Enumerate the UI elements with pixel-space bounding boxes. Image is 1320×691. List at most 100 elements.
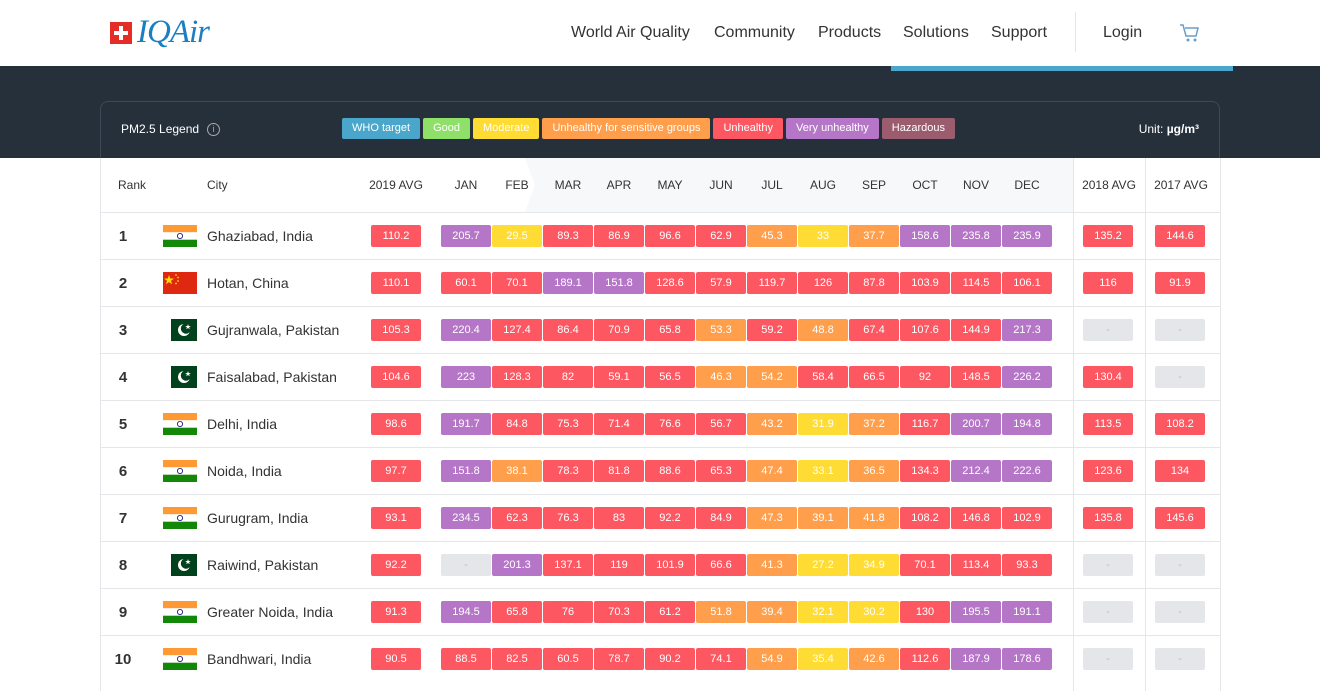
month-value-jun: 57.9 [696, 272, 746, 294]
iqair-logo[interactable]: IQAir [110, 16, 210, 49]
month-value-jun: 62.9 [696, 225, 746, 247]
city-name-link[interactable]: Faisalabad, Pakistan [207, 369, 337, 385]
month-value-jun: 46.3 [696, 366, 746, 388]
month-value-jan: 205.7 [441, 225, 491, 247]
india-flag-icon [163, 413, 197, 435]
month-value-jun: 66.6 [696, 554, 746, 576]
avg-2018-value: - [1083, 601, 1133, 623]
table-row[interactable]: 5 Delhi, India 98.6 191.7 84.8 75.3 71.4 76.6 56… [101, 400, 1220, 447]
header-2018-avg[interactable]: 2018 AVG [1082, 178, 1136, 192]
table-row[interactable]: 7 Gurugram, India 93.1 234.5 62.3 76.3 83 92.2 8… [101, 494, 1220, 541]
top-navigation: IQAir World Air Quality Community Produc… [0, 0, 1320, 66]
month-header-background [525, 158, 1073, 212]
header-jan[interactable]: JAN [454, 178, 478, 192]
header-may[interactable]: MAY [657, 178, 683, 192]
month-value-dec: 217.3 [1002, 319, 1052, 341]
city-name-link[interactable]: Greater Noida, India [207, 604, 334, 620]
month-value-jan: 194.5 [441, 601, 491, 623]
header-mar[interactable]: MAR [554, 178, 582, 192]
month-value-dec: 178.6 [1002, 648, 1052, 670]
header-aug[interactable]: AUG [809, 178, 836, 192]
month-value-jan: 220.4 [441, 319, 491, 341]
month-value-may: 56.5 [645, 366, 695, 388]
month-value-jan: 151.8 [441, 460, 491, 482]
legend-chip-moderate: Moderate [473, 118, 540, 139]
city-name-link[interactable]: Noida, India [207, 463, 282, 479]
nav-products[interactable]: Products [818, 24, 882, 41]
rank-number: 3 [118, 322, 128, 339]
month-value-oct: 116.7 [900, 413, 950, 435]
city-name-link[interactable]: Gujranwala, Pakistan [207, 322, 340, 338]
rank-number: 10 [114, 651, 132, 668]
header-oct[interactable]: OCT [912, 178, 938, 192]
city-name-link[interactable]: Delhi, India [207, 416, 278, 432]
header-2019-avg[interactable]: 2019 AVG [369, 178, 423, 192]
nav-world-air-quality[interactable]: World Air Quality [571, 24, 690, 41]
avg-2019-value: 92.2 [371, 554, 421, 576]
month-value-aug: 35.4 [798, 648, 848, 670]
legend-chip-very-unhealthy: Very unhealthy [786, 118, 879, 139]
table-row[interactable]: 2 Hotan, China 110.1 60.1 70.1 189.1 151.8 128.… [101, 259, 1220, 306]
month-value-apr: 151.8 [594, 272, 644, 294]
header-feb[interactable]: FEB [505, 178, 529, 192]
month-value-may: 88.6 [645, 460, 695, 482]
avg-2017-value: - [1155, 648, 1205, 670]
cart-icon[interactable] [1178, 22, 1202, 44]
month-value-aug: 33 [798, 225, 848, 247]
table-row[interactable]: 3 Gujranwala, Pakistan 105.3 220.4 127.4 86.4… [101, 306, 1220, 353]
month-value-mar: 82 [543, 366, 593, 388]
month-value-jul: 45.3 [747, 225, 797, 247]
month-value-dec: 222.6 [1002, 460, 1052, 482]
month-value-aug: 27.2 [798, 554, 848, 576]
month-value-oct: 107.6 [900, 319, 950, 341]
header-nov[interactable]: NOV [962, 178, 989, 192]
header-apr[interactable]: APR [606, 178, 632, 192]
month-value-may: 76.6 [645, 413, 695, 435]
month-value-oct: 103.9 [900, 272, 950, 294]
month-value-feb: 29.5 [492, 225, 542, 247]
avg-2019-value: 105.3 [371, 319, 421, 341]
legend-chip-usg: Unhealthy for sensitive groups [542, 118, 711, 139]
nav-support[interactable]: Support [991, 24, 1048, 41]
table-row[interactable]: 1 Ghaziabad, India 110.2 205.7 29.5 89.3 86.9 9… [101, 212, 1220, 259]
month-value-jan: 234.5 [441, 507, 491, 529]
month-value-mar: 76.3 [543, 507, 593, 529]
header-jul[interactable]: JUL [761, 178, 783, 192]
avg-2017-value: - [1155, 554, 1205, 576]
month-value-feb: 201.3 [492, 554, 542, 576]
city-name-link[interactable]: Hotan, China [207, 275, 289, 291]
india-flag-icon [163, 648, 197, 670]
city-name-link[interactable]: Raiwind, Pakistan [207, 557, 319, 573]
header-rank[interactable]: Rank [117, 178, 146, 192]
login-link[interactable]: Login [1103, 24, 1143, 41]
table-row[interactable]: 10 Bandhwari, India 90.5 88.5 82.5 60.5 78.7 90… [101, 635, 1220, 682]
header-jun[interactable]: JUN [709, 178, 733, 192]
avg-2018-value: - [1083, 648, 1133, 670]
header-city[interactable]: City [207, 178, 228, 192]
table-row[interactable]: 8 Raiwind, Pakistan 92.2-201.3 137.1 119 101.… [101, 541, 1220, 588]
table-row[interactable]: 4 Faisalabad, Pakistan 104.6 223 128.3 82 59.1… [101, 353, 1220, 400]
month-value-apr: 71.4 [594, 413, 644, 435]
info-icon[interactable]: i [207, 122, 221, 136]
month-value-nov: 148.5 [951, 366, 1001, 388]
header-2017-avg[interactable]: 2017 AVG [1154, 178, 1208, 192]
header-dec[interactable]: DEC [1014, 178, 1040, 192]
month-value-sep: 42.6 [849, 648, 899, 670]
month-value-oct: 134.3 [900, 460, 950, 482]
month-value-mar: 60.5 [543, 648, 593, 670]
table-row[interactable]: 6 Noida, India 97.7 151.8 38.1 78.3 81.8 88.6 65… [101, 447, 1220, 494]
nav-divider [1075, 12, 1076, 52]
city-name-link[interactable]: Gurugram, India [207, 510, 309, 526]
nav-solutions[interactable]: Solutions [903, 24, 969, 41]
city-name-link[interactable]: Ghaziabad, India [207, 228, 313, 244]
month-value-apr: 83 [594, 507, 644, 529]
nav-community[interactable]: Community [714, 24, 795, 41]
city-name-link[interactable]: Bandhwari, India [207, 651, 312, 667]
month-value-oct: 108.2 [900, 507, 950, 529]
table-row[interactable]: 9 Greater Noida, India 91.3 194.5 65.8 76 70.3… [101, 588, 1220, 635]
header-sep[interactable]: SEP [861, 178, 886, 192]
india-flag-icon [163, 507, 197, 529]
active-tab-indicator [891, 66, 1233, 71]
month-value-sep: 34.9 [849, 554, 899, 576]
avg-2018-value: 113.5 [1083, 413, 1133, 435]
